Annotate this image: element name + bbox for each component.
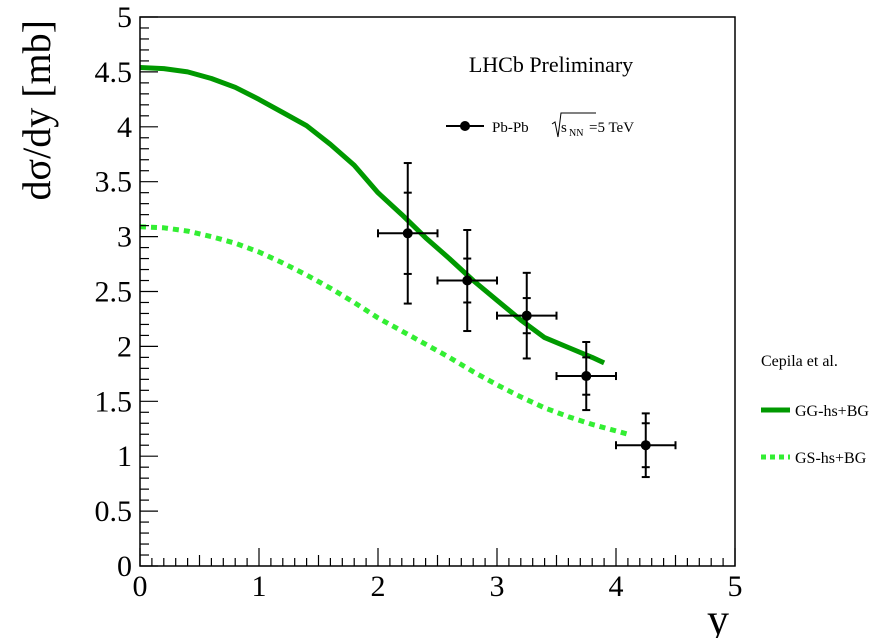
y-tick-label: 4 xyxy=(117,111,132,144)
data-marker xyxy=(581,371,592,382)
data-marker xyxy=(462,275,473,286)
plot-frame xyxy=(139,16,736,567)
y-tick-label: 0.5 xyxy=(95,495,133,528)
curve-gs-hs-bg xyxy=(139,224,629,437)
y-tick-labels: 0 0.5 1 1.5 2 2.5 3 3.5 4 4.5 5 xyxy=(95,1,133,583)
x-tick-labels: 0 1 2 3 4 5 xyxy=(133,570,743,603)
sqrt-s-text: s xyxy=(561,120,567,136)
x-tick-label: 5 xyxy=(728,570,743,603)
y-axis-label: dσ/dy [mb] xyxy=(14,20,59,200)
sqrt-sign xyxy=(551,112,596,138)
data-point xyxy=(377,162,439,305)
data-legend-marker xyxy=(460,121,470,131)
y-tick-label: 4.5 xyxy=(95,56,133,89)
data-point xyxy=(436,229,498,333)
data-point xyxy=(496,271,558,360)
legend-label-gg-hs-bg: GG-hs+BG xyxy=(795,403,869,420)
legend-label-gs-hs-bg: GS-hs+BG xyxy=(795,450,867,467)
y-tick-label: 1 xyxy=(117,440,132,473)
data-point xyxy=(615,412,677,479)
model-legend-title: Cepila et al. xyxy=(761,353,838,370)
x-axis-label: y xyxy=(707,595,729,638)
model-curves xyxy=(139,65,629,437)
y-tick-label: 0 xyxy=(117,550,132,583)
x-tick-label: 1 xyxy=(252,570,267,603)
data-legend: Pb-Pb s NN =5 TeV xyxy=(446,112,634,139)
x-tick-label: 0 xyxy=(133,570,148,603)
data-point xyxy=(555,341,617,412)
y-tick-label: 2 xyxy=(117,330,132,363)
y-tick-label: 3 xyxy=(117,221,132,254)
data-points xyxy=(377,162,677,479)
y-tick-label: 1.5 xyxy=(95,385,133,418)
x-tick-label: 4 xyxy=(609,570,624,603)
x-tick-label: 2 xyxy=(371,570,386,603)
data-marker xyxy=(640,440,651,451)
y-tick-label: 5 xyxy=(117,1,132,34)
data-marker xyxy=(402,228,413,239)
x-tick-label: 3 xyxy=(490,570,505,603)
axis-ticks xyxy=(139,16,736,567)
data-marker xyxy=(521,310,532,321)
data-legend-text: Pb-Pb xyxy=(492,120,529,136)
model-legend: Cepila et al. GG-hs+BG GS-hs+BG xyxy=(761,353,869,467)
y-tick-label: 2.5 xyxy=(95,276,133,309)
energy-text: =5 TeV xyxy=(589,120,634,136)
curve-gg-hs-bg xyxy=(139,65,606,366)
nn-subscript: NN xyxy=(569,128,583,139)
y-tick-label: 3.5 xyxy=(95,166,133,199)
lhcb-preliminary-label: LHCb Preliminary xyxy=(469,52,633,77)
